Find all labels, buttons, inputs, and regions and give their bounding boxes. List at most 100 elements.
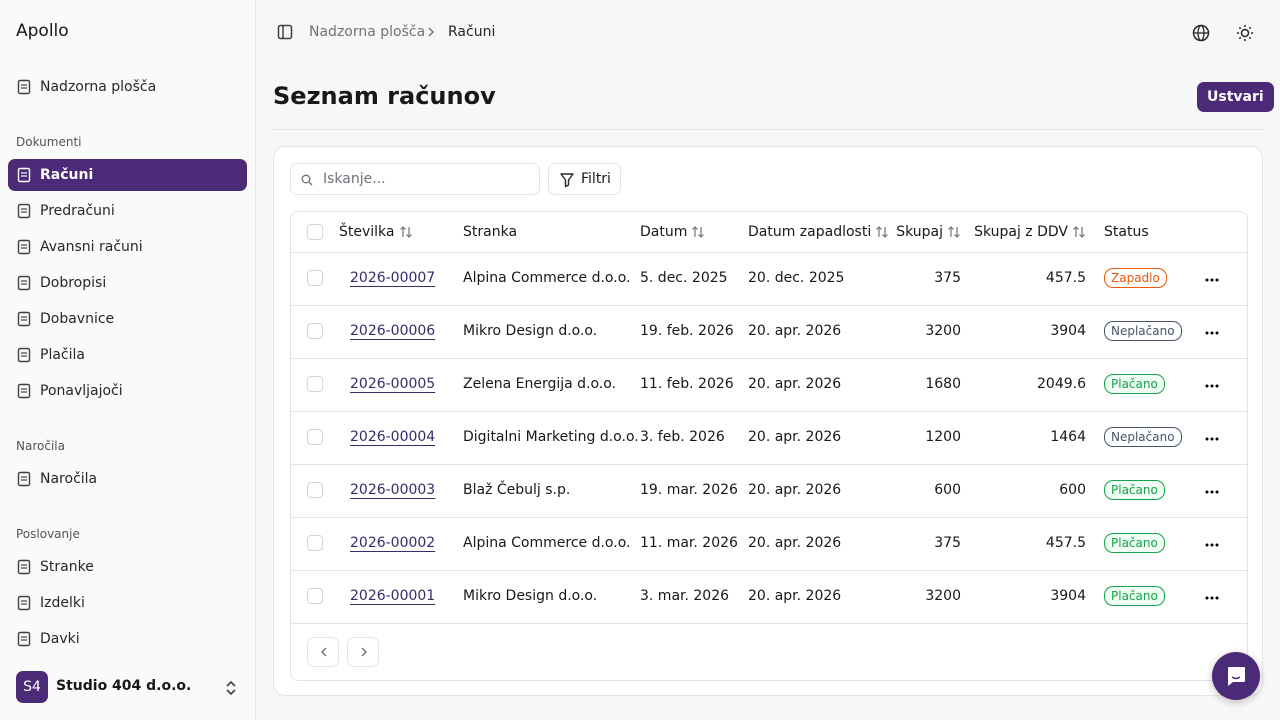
- create-button[interactable]: Ustvari: [1197, 82, 1274, 112]
- search-input[interactable]: Iskanje...: [290, 163, 540, 195]
- nav-item[interactable]: Stranke: [8, 551, 247, 583]
- sidebar-toggle[interactable]: [277, 24, 293, 40]
- nav-item[interactable]: Predračuni: [8, 195, 247, 227]
- row-actions[interactable]: [1205, 376, 1219, 392]
- nav-label: Avansni računi: [40, 239, 143, 255]
- nav-label: Dobropisi: [40, 275, 107, 291]
- cell-total: 1680: [925, 376, 961, 392]
- select-all[interactable]: [307, 224, 323, 240]
- status-badge: Neplačano: [1104, 427, 1182, 447]
- column-header[interactable]: Datum zapadlosti: [748, 224, 889, 240]
- nav-item[interactable]: Naročila: [8, 463, 247, 495]
- cell-total: 1200: [925, 429, 961, 445]
- row-checkbox[interactable]: [307, 429, 323, 445]
- org-switch-icon[interactable]: [224, 680, 238, 696]
- row-actions[interactable]: [1205, 429, 1219, 445]
- nav-label: Stranke: [40, 559, 94, 575]
- breadcrumb-current: Računi: [448, 24, 496, 40]
- nav-group-title: Dokumenti: [16, 135, 82, 149]
- breadcrumb-separator: [428, 27, 435, 37]
- row-actions[interactable]: [1205, 323, 1219, 339]
- nav-label: Dobavnice: [40, 311, 115, 327]
- cell-total-vat: 457.5: [1045, 535, 1086, 551]
- nav-label: Davki: [40, 631, 80, 647]
- org-name[interactable]: Studio 404 d.o.o.: [56, 678, 192, 694]
- invoice-link[interactable]: 2026-00003: [350, 482, 436, 498]
- status-badge: Plačano: [1104, 374, 1165, 394]
- row-divider: [291, 570, 1247, 571]
- column-header[interactable]: Številka: [339, 224, 413, 240]
- invoice-link[interactable]: 2026-00002: [350, 535, 436, 551]
- sort-icon: [876, 226, 889, 238]
- cell-total: 600: [934, 482, 961, 498]
- invoice-link[interactable]: 2026-00005: [350, 376, 436, 392]
- nav-icon: [17, 311, 31, 327]
- row-checkbox[interactable]: [307, 323, 323, 339]
- cell-total: 3200: [925, 323, 961, 339]
- row-checkbox[interactable]: [307, 588, 323, 604]
- org-avatar: S4: [16, 671, 48, 703]
- nav-label: Ponavljajoči: [40, 383, 123, 399]
- filter-label: Filtri: [581, 171, 611, 187]
- nav-item[interactable]: Ponavljajoči: [8, 375, 247, 407]
- cell-total-vat: 3904: [1050, 323, 1086, 339]
- nav-item[interactable]: Nadzorna plošča: [8, 71, 247, 103]
- cell-total-vat: 1464: [1050, 429, 1086, 445]
- page-title: Seznam računov: [273, 82, 496, 110]
- row-actions[interactable]: [1205, 535, 1219, 551]
- filter-button[interactable]: Filtri: [548, 163, 621, 195]
- cell-due: 20. apr. 2026: [748, 429, 842, 445]
- row-actions[interactable]: [1205, 588, 1219, 604]
- nav-item[interactable]: Računi: [8, 159, 247, 191]
- nav-item[interactable]: Dobavnice: [8, 303, 247, 335]
- nav-item[interactable]: Davki: [8, 623, 247, 655]
- nav-label: Računi: [40, 167, 94, 183]
- row-actions[interactable]: [1205, 270, 1219, 286]
- row-checkbox[interactable]: [307, 482, 323, 498]
- sort-icon: [948, 226, 960, 238]
- row-checkbox[interactable]: [307, 270, 323, 286]
- next-page[interactable]: [347, 637, 379, 667]
- chat-button[interactable]: [1212, 652, 1260, 700]
- invoice-link[interactable]: 2026-00004: [350, 429, 436, 445]
- divider: [273, 129, 1263, 130]
- nav-label: Plačila: [40, 347, 85, 363]
- row-checkbox[interactable]: [307, 535, 323, 551]
- column-header[interactable]: Skupaj z DDV: [974, 224, 1086, 240]
- column-header[interactable]: Skupaj: [896, 224, 961, 240]
- invoice-link[interactable]: 2026-00006: [350, 323, 436, 339]
- column-header[interactable]: Datum: [640, 224, 705, 240]
- invoice-link[interactable]: 2026-00007: [350, 270, 436, 286]
- cell-due: 20. apr. 2026: [748, 482, 842, 498]
- nav-item[interactable]: Avansni računi: [8, 231, 247, 263]
- cell-total-vat: 2049.6: [1037, 376, 1086, 392]
- prev-page[interactable]: [307, 637, 339, 667]
- column-header: Status: [1104, 224, 1149, 240]
- invoice-card: Iskanje... Filtri Številka Stranka Datum Da…: [273, 146, 1263, 696]
- cell-date: 3. mar. 2026: [640, 588, 730, 604]
- theme-button[interactable]: [1236, 24, 1254, 42]
- search-icon: [301, 174, 313, 186]
- cell-due: 20. apr. 2026: [748, 323, 842, 339]
- cell-due: 20. dec. 2025: [748, 270, 845, 286]
- column-label: Skupaj: [896, 224, 943, 240]
- row-divider: [291, 517, 1247, 518]
- nav-item[interactable]: Dobropisi: [8, 267, 247, 299]
- nav-item[interactable]: Plačila: [8, 339, 247, 371]
- nav-icon: [17, 595, 31, 611]
- row-checkbox[interactable]: [307, 376, 323, 392]
- breadcrumb[interactable]: Nadzorna plošča: [309, 24, 426, 40]
- cell-total-vat: 457.5: [1045, 270, 1086, 286]
- invoice-table: Številka Stranka Datum Datum zapadlosti Skup…: [290, 211, 1248, 681]
- status-badge: Plačano: [1104, 586, 1165, 606]
- invoice-link[interactable]: 2026-00001: [350, 588, 436, 604]
- cell-client: Mikro Design d.o.o.: [463, 323, 598, 339]
- nav-label: Izdelki: [40, 595, 85, 611]
- search-placeholder: Iskanje...: [323, 171, 386, 187]
- sort-icon: [692, 226, 705, 238]
- column-label: Skupaj z DDV: [974, 224, 1068, 240]
- language-button[interactable]: [1192, 24, 1210, 42]
- nav-item[interactable]: Izdelki: [8, 587, 247, 619]
- row-actions[interactable]: [1205, 482, 1219, 498]
